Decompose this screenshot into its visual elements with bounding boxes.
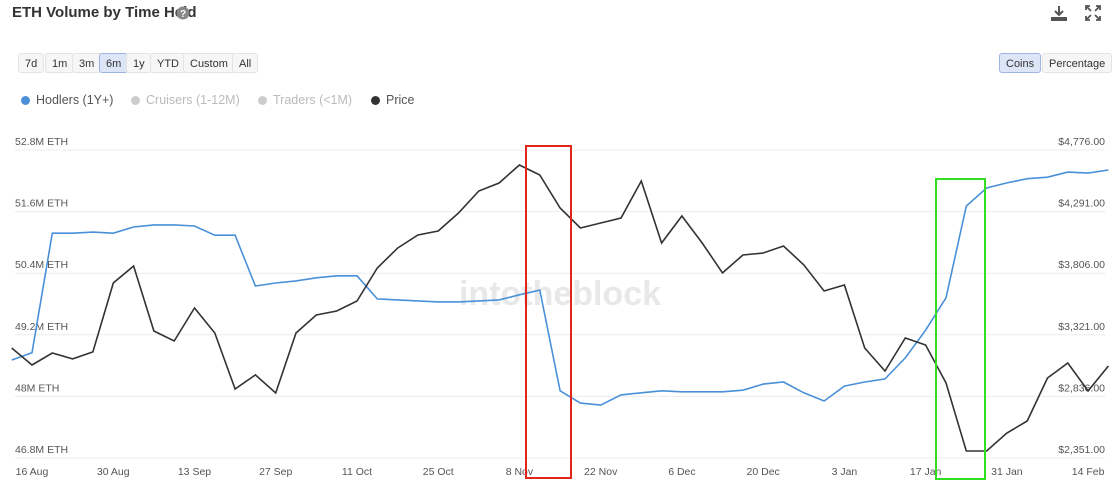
download-icon[interactable] [1050, 4, 1068, 22]
y2-tick-label: $2,836.00 [1058, 382, 1105, 394]
legend-item[interactable]: Price [371, 93, 414, 107]
x-tick-label: 3 Jan [832, 466, 858, 478]
series-line [11, 164, 1110, 452]
y-tick-label: 49.2M ETH [15, 321, 68, 333]
mode-button[interactable]: Percentage [1042, 53, 1113, 73]
x-tick-label: 8 Nov [506, 466, 534, 478]
range-button[interactable]: All [232, 53, 259, 73]
chart-title: ETH Volume by Time Held [12, 4, 197, 21]
x-tick-label: 14 Feb [1072, 466, 1105, 478]
legend-swatch [21, 95, 30, 105]
x-tick-label: 31 Jan [991, 466, 1023, 478]
range-button[interactable]: 3m [72, 53, 102, 73]
x-tick-label: 27 Sep [259, 466, 292, 478]
mode-button[interactable]: Coins [999, 53, 1042, 73]
y2-tick-label: $2,351.00 [1058, 444, 1105, 456]
y-tick-label: 52.8M ETH [15, 136, 68, 148]
legend-item[interactable]: Traders (<1M) [258, 93, 352, 107]
legend-swatch [371, 95, 380, 105]
range-button[interactable]: 6m [99, 53, 129, 73]
range-button[interactable]: Custom [183, 53, 235, 73]
highlight-box [525, 145, 572, 479]
x-tick-label: 22 Nov [584, 466, 618, 478]
y-tick-label: 48M ETH [15, 382, 59, 394]
range-button[interactable]: 7d [18, 53, 45, 73]
legend-item[interactable]: Hodlers (1Y+) [21, 93, 113, 107]
x-tick-label: 30 Aug [97, 466, 130, 478]
series-line [11, 169, 1109, 406]
watermark: intotheblock [459, 275, 661, 313]
legend-swatch [131, 95, 140, 105]
svg-text:?: ? [180, 9, 186, 20]
y-tick-label: 50.4M ETH [15, 259, 68, 271]
x-tick-label: 6 Dec [668, 466, 695, 478]
y-tick-label: 46.8M ETH [15, 444, 68, 456]
y-tick-label: 51.6M ETH [15, 198, 68, 210]
legend-label: Cruisers (1-12M) [146, 93, 240, 107]
x-tick-label: 25 Oct [423, 466, 454, 478]
x-tick-label: 16 Aug [16, 466, 49, 478]
x-tick-label: 13 Sep [178, 466, 211, 478]
x-tick-label: 20 Dec [747, 466, 780, 478]
fullscreen-icon[interactable] [1084, 4, 1102, 22]
x-tick-label: 17 Jan [910, 466, 942, 478]
legend-item[interactable]: Cruisers (1-12M) [131, 93, 240, 107]
legend-label: Price [386, 93, 415, 107]
highlight-box [935, 178, 986, 480]
legend-label: Hodlers (1Y+) [36, 93, 114, 107]
legend-swatch [258, 95, 267, 105]
help-icon[interactable]: ? [176, 6, 190, 20]
y2-tick-label: $3,321.00 [1058, 321, 1105, 333]
legend-label: Traders (<1M) [273, 93, 353, 107]
y2-tick-label: $4,291.00 [1058, 198, 1105, 210]
y2-tick-label: $3,806.00 [1058, 259, 1105, 271]
y2-tick-label: $4,776.00 [1058, 136, 1105, 148]
x-tick-label: 11 Oct [342, 466, 372, 478]
